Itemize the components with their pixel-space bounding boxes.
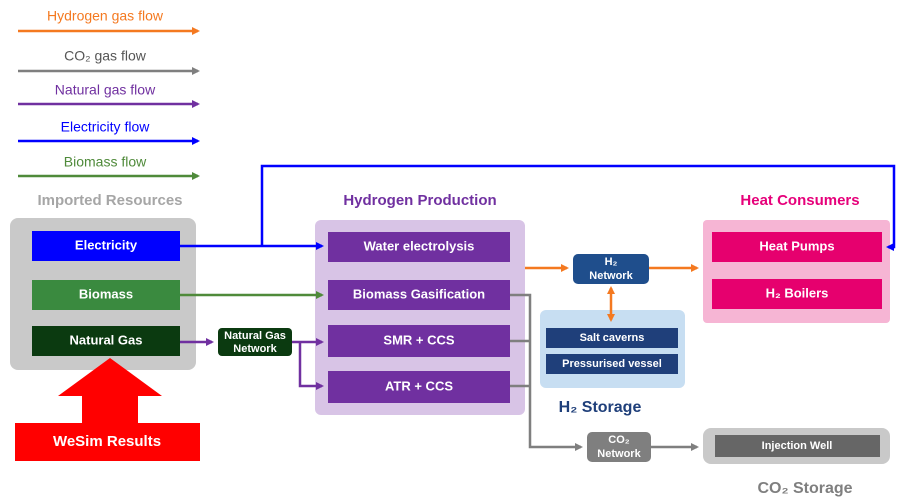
node-label: Water electrolysis [364,238,475,253]
node [587,432,651,462]
node [218,328,292,356]
legend-label: Natural gas flow [55,82,156,98]
node [32,280,180,310]
node [32,231,180,261]
node [328,371,510,403]
up-arrow [58,358,162,424]
flow [510,339,530,388]
storage-group [540,310,685,388]
flow [510,293,583,451]
node-label: Injection Well [762,440,833,452]
node-label: WeSim Results [53,433,161,450]
production-group [315,220,525,415]
node-label: CO₂ [608,434,630,446]
node-label: Pressurised vessel [562,358,662,370]
group-title: CO₂ Storage [757,480,852,497]
node [328,280,510,310]
node-label: Network [597,448,641,460]
node [546,354,678,374]
node-label: Salt caverns [580,332,645,344]
group-title: Hydrogen Production [343,192,496,209]
node [712,232,882,262]
group-title: H₂ Storage [559,399,642,416]
node [573,254,649,284]
node [15,423,200,461]
group-title: Heat Consumers [740,192,859,209]
legend-label: Hydrogen gas flow [47,8,164,24]
node [546,328,678,348]
node-label: SMR + CCS [383,332,454,347]
flows [180,164,896,451]
legend-label: Biomass flow [64,154,147,170]
node-label: H₂ [605,256,618,268]
node-label: Network [233,343,277,355]
legend: Hydrogen gas flow CO₂ gas flow Natural g… [18,8,200,180]
node [328,232,510,262]
node [712,279,882,309]
node [715,435,880,457]
node-label: Network [589,270,633,282]
legend-label: CO₂ gas flow [64,48,147,64]
group-title: Imported Resources [37,192,182,209]
node-label: Natural Gas [70,332,143,347]
node-label: Heat Pumps [759,238,834,253]
node-label: Electricity [75,237,138,252]
flow [260,164,896,251]
node-label: Biomass [79,286,133,301]
node-label: Natural Gas [224,330,286,342]
node [328,325,510,357]
node-label: H₂ Boilers [766,285,829,300]
legend-label: Electricity flow [61,119,151,135]
node-label: Biomass Gasification [353,286,485,301]
flow [298,342,324,390]
node [32,326,180,356]
node-label: ATR + CCS [385,378,453,393]
